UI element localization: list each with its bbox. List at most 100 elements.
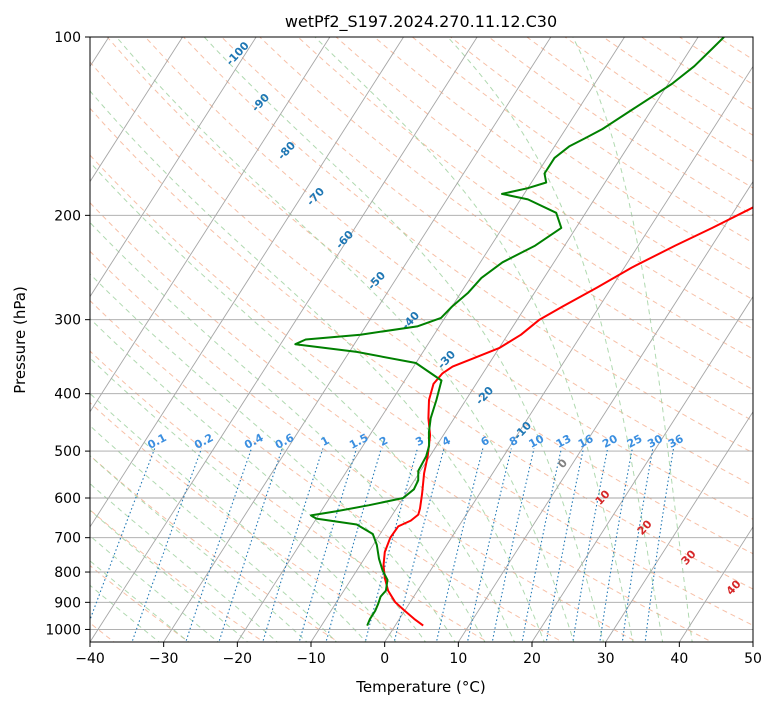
y-tick-label: 700: [54, 531, 81, 547]
y-tick-label: 500: [54, 444, 81, 460]
mixing-ratio-lines: [90, 448, 675, 642]
mixing-ratio-label: 20: [600, 432, 620, 451]
dry-adiabat-line: [488, 37, 753, 216]
mixing-ratio-line: [599, 448, 633, 642]
isotherm-label: -90: [249, 91, 272, 115]
y-tick-label: 900: [54, 595, 81, 611]
isotherm-label: 30: [679, 547, 699, 567]
mixing-ratio-line: [185, 448, 253, 642]
dry-adiabat-line: [756, 37, 775, 644]
mixing-ratio-label: 36: [666, 432, 686, 451]
isotherm-line: [384, 65, 753, 642]
dry-adiabat-line: [373, 37, 753, 301]
y-axis-label: Pressure (hPa): [11, 286, 29, 394]
mixing-ratio-label: 13: [554, 432, 574, 451]
isotherm-line: [163, 37, 552, 642]
mixing-ratio-line: [262, 448, 324, 642]
mixing-ratio-label: 3: [413, 434, 426, 449]
dry-adiabat-line: [335, 37, 753, 330]
isotherm-label: -100: [223, 39, 252, 68]
chart-title: wetPf2_S197.2024.270.11.12.C30: [285, 12, 557, 32]
mixing-ratio-line: [90, 448, 156, 622]
dry-adiabat-line: [90, 61, 753, 555]
moist-adiabat-line: [90, 161, 516, 642]
dry-adiabat-line: [183, 37, 753, 454]
moist-adiabat-line: [90, 221, 486, 642]
moist-adiabat-line: [447, 37, 664, 642]
x-tick-label: −40: [75, 651, 105, 667]
moist-adiabat-line: [90, 425, 338, 642]
moist-adiabat-line: [203, 37, 605, 642]
isotherm-label: -20: [473, 384, 496, 408]
isotherm-line: [90, 37, 331, 413]
x-tick-label: −30: [149, 651, 179, 667]
isotherm-line: [90, 37, 184, 183]
isotherm-label: -80: [275, 139, 298, 163]
dry-adiabat-line: [641, 37, 753, 111]
mixing-ratio-line: [545, 448, 584, 642]
mixing-ratio-label: 0.2: [192, 431, 215, 452]
mixing-ratio-line: [572, 448, 609, 642]
mixing-ratio-label: 16: [576, 432, 596, 451]
isotherm-line: [457, 180, 753, 642]
y-tick-label: 300: [54, 313, 81, 329]
mixing-ratio-line: [644, 448, 675, 642]
y-tick-label: 100: [54, 30, 81, 46]
dry-adiabat-line: [564, 37, 753, 163]
mixing-ratio-label: 1: [319, 434, 332, 449]
x-axis: −40 −30 −20 −10 0 10 20 30 40 50: [75, 642, 762, 667]
isotherm-line: [605, 410, 753, 642]
isotherm-label: 10: [593, 487, 613, 507]
dry-adiabat-line: [90, 454, 340, 642]
dry-adiabat-line: [221, 37, 753, 422]
mixing-ratio-label: 10: [527, 432, 547, 451]
dewpoint-profile-line: [294, 37, 725, 626]
isotherm-line: [310, 37, 699, 642]
isotherm-label: -30: [435, 348, 458, 372]
isotherm-label: 40: [724, 577, 744, 597]
mixing-ratio-label: 2: [377, 434, 390, 449]
isotherm-line: [90, 37, 405, 528]
x-tick-label: 30: [597, 651, 615, 667]
mixing-ratio-line: [621, 448, 654, 642]
mixing-ratio-line: [435, 448, 484, 642]
y-tick-label: 1000: [45, 622, 81, 638]
y-axis: 1000 900 800 700 600 500 400 300 200 100: [45, 30, 90, 638]
mixing-ratio-line: [325, 448, 382, 642]
isotherm-label: -70: [304, 185, 327, 209]
x-tick-label: 10: [449, 651, 467, 667]
mixing-ratio-label: 4: [440, 434, 453, 449]
mixing-ratio-line: [393, 448, 445, 642]
dry-adiabat-line: [90, 154, 753, 626]
moist-adiabat-line: [90, 392, 367, 642]
moist-adiabat-line: [90, 535, 219, 642]
x-tick-label: 20: [523, 651, 541, 667]
isotherm-label: 20: [635, 517, 655, 537]
x-tick-label: 50: [744, 651, 762, 667]
mixing-ratio-label: 0.6: [273, 431, 297, 452]
mixing-ratio-line: [491, 448, 535, 642]
mixing-ratio-label: 30: [645, 432, 665, 451]
moist-adiabat-line: [314, 37, 634, 642]
profile-series: [294, 37, 753, 627]
x-tick-label: −10: [296, 651, 326, 667]
dry-adiabat-line: [90, 107, 753, 590]
plot-frame: [89, 36, 754, 643]
moist-adiabat-line: [90, 454, 308, 642]
dry-adiabat-line: [412, 37, 753, 272]
dry-adiabat-line: [90, 509, 265, 642]
y-tick-label: 200: [54, 208, 81, 224]
isotherm-line: [752, 641, 753, 642]
isotherm-line: [90, 37, 257, 298]
dry-adiabats: [90, 37, 775, 644]
mixing-ratio-line: [298, 448, 358, 642]
plot-area: -100-90-80-70-60-50-40-30-20-10010203040…: [90, 37, 775, 644]
dry-adiabat-line: [90, 250, 639, 642]
mixing-ratio-line: [364, 448, 418, 642]
mixing-ratio-line: [466, 448, 512, 642]
dry-adiabat-line: [259, 37, 753, 391]
isotherm-line: [90, 37, 478, 642]
mixing-ratio-label: 25: [625, 432, 645, 451]
isotherm-line: [236, 37, 626, 642]
